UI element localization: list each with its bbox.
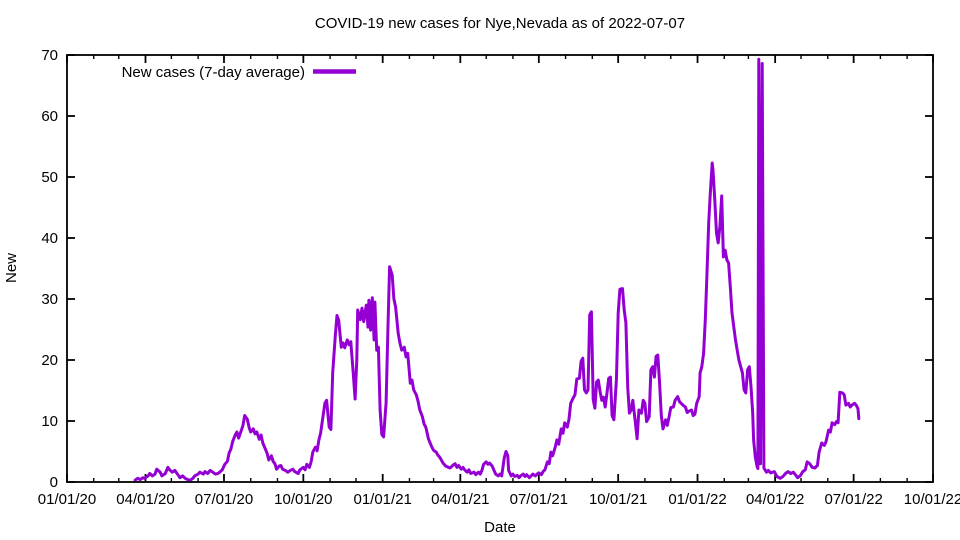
x-tick-label: 04/01/22: [746, 491, 804, 508]
series-line: [133, 57, 861, 482]
legend: New cases (7-day average): [122, 64, 356, 81]
x-tick-label: 10/01/22: [904, 491, 960, 508]
y-tick-label: 20: [41, 352, 58, 369]
y-tick-label: 60: [41, 108, 58, 125]
y-tick-label: 70: [41, 47, 58, 64]
chart-title: COVID-19 new cases for Nye,Nevada as of …: [315, 15, 685, 32]
y-tick-label: 10: [41, 413, 58, 430]
x-axis-label: Date: [484, 519, 516, 536]
x-tick-label: 01/01/22: [668, 491, 726, 508]
y-tick-label: 50: [41, 169, 58, 186]
x-tick-label: 01/01/20: [38, 491, 96, 508]
axis-tick-labels: 0 10 20 30 40 50 60 70 01/01/20 04/01/20 07/01/20 1…: [38, 47, 960, 508]
legend-label: New cases (7-day average): [122, 64, 305, 81]
x-tick-label: 01/01/21: [353, 491, 411, 508]
y-axis-label: New: [3, 253, 20, 283]
x-tick-label: 04/01/21: [431, 491, 489, 508]
x-tick-label: 07/01/20: [195, 491, 253, 508]
x-tick-label: 04/01/20: [116, 491, 174, 508]
axis-ticks: [66, 54, 934, 483]
x-tick-label: 10/01/21: [589, 491, 647, 508]
data-line: [133, 57, 861, 482]
y-tick-label: 30: [41, 291, 58, 308]
x-tick-label: 10/01/20: [274, 491, 332, 508]
plot-border: [66, 54, 934, 483]
x-tick-label: 07/01/22: [824, 491, 882, 508]
y-tick-label: 40: [41, 230, 58, 247]
x-tick-label: 07/01/21: [510, 491, 568, 508]
y-tick-label: 0: [50, 474, 58, 491]
